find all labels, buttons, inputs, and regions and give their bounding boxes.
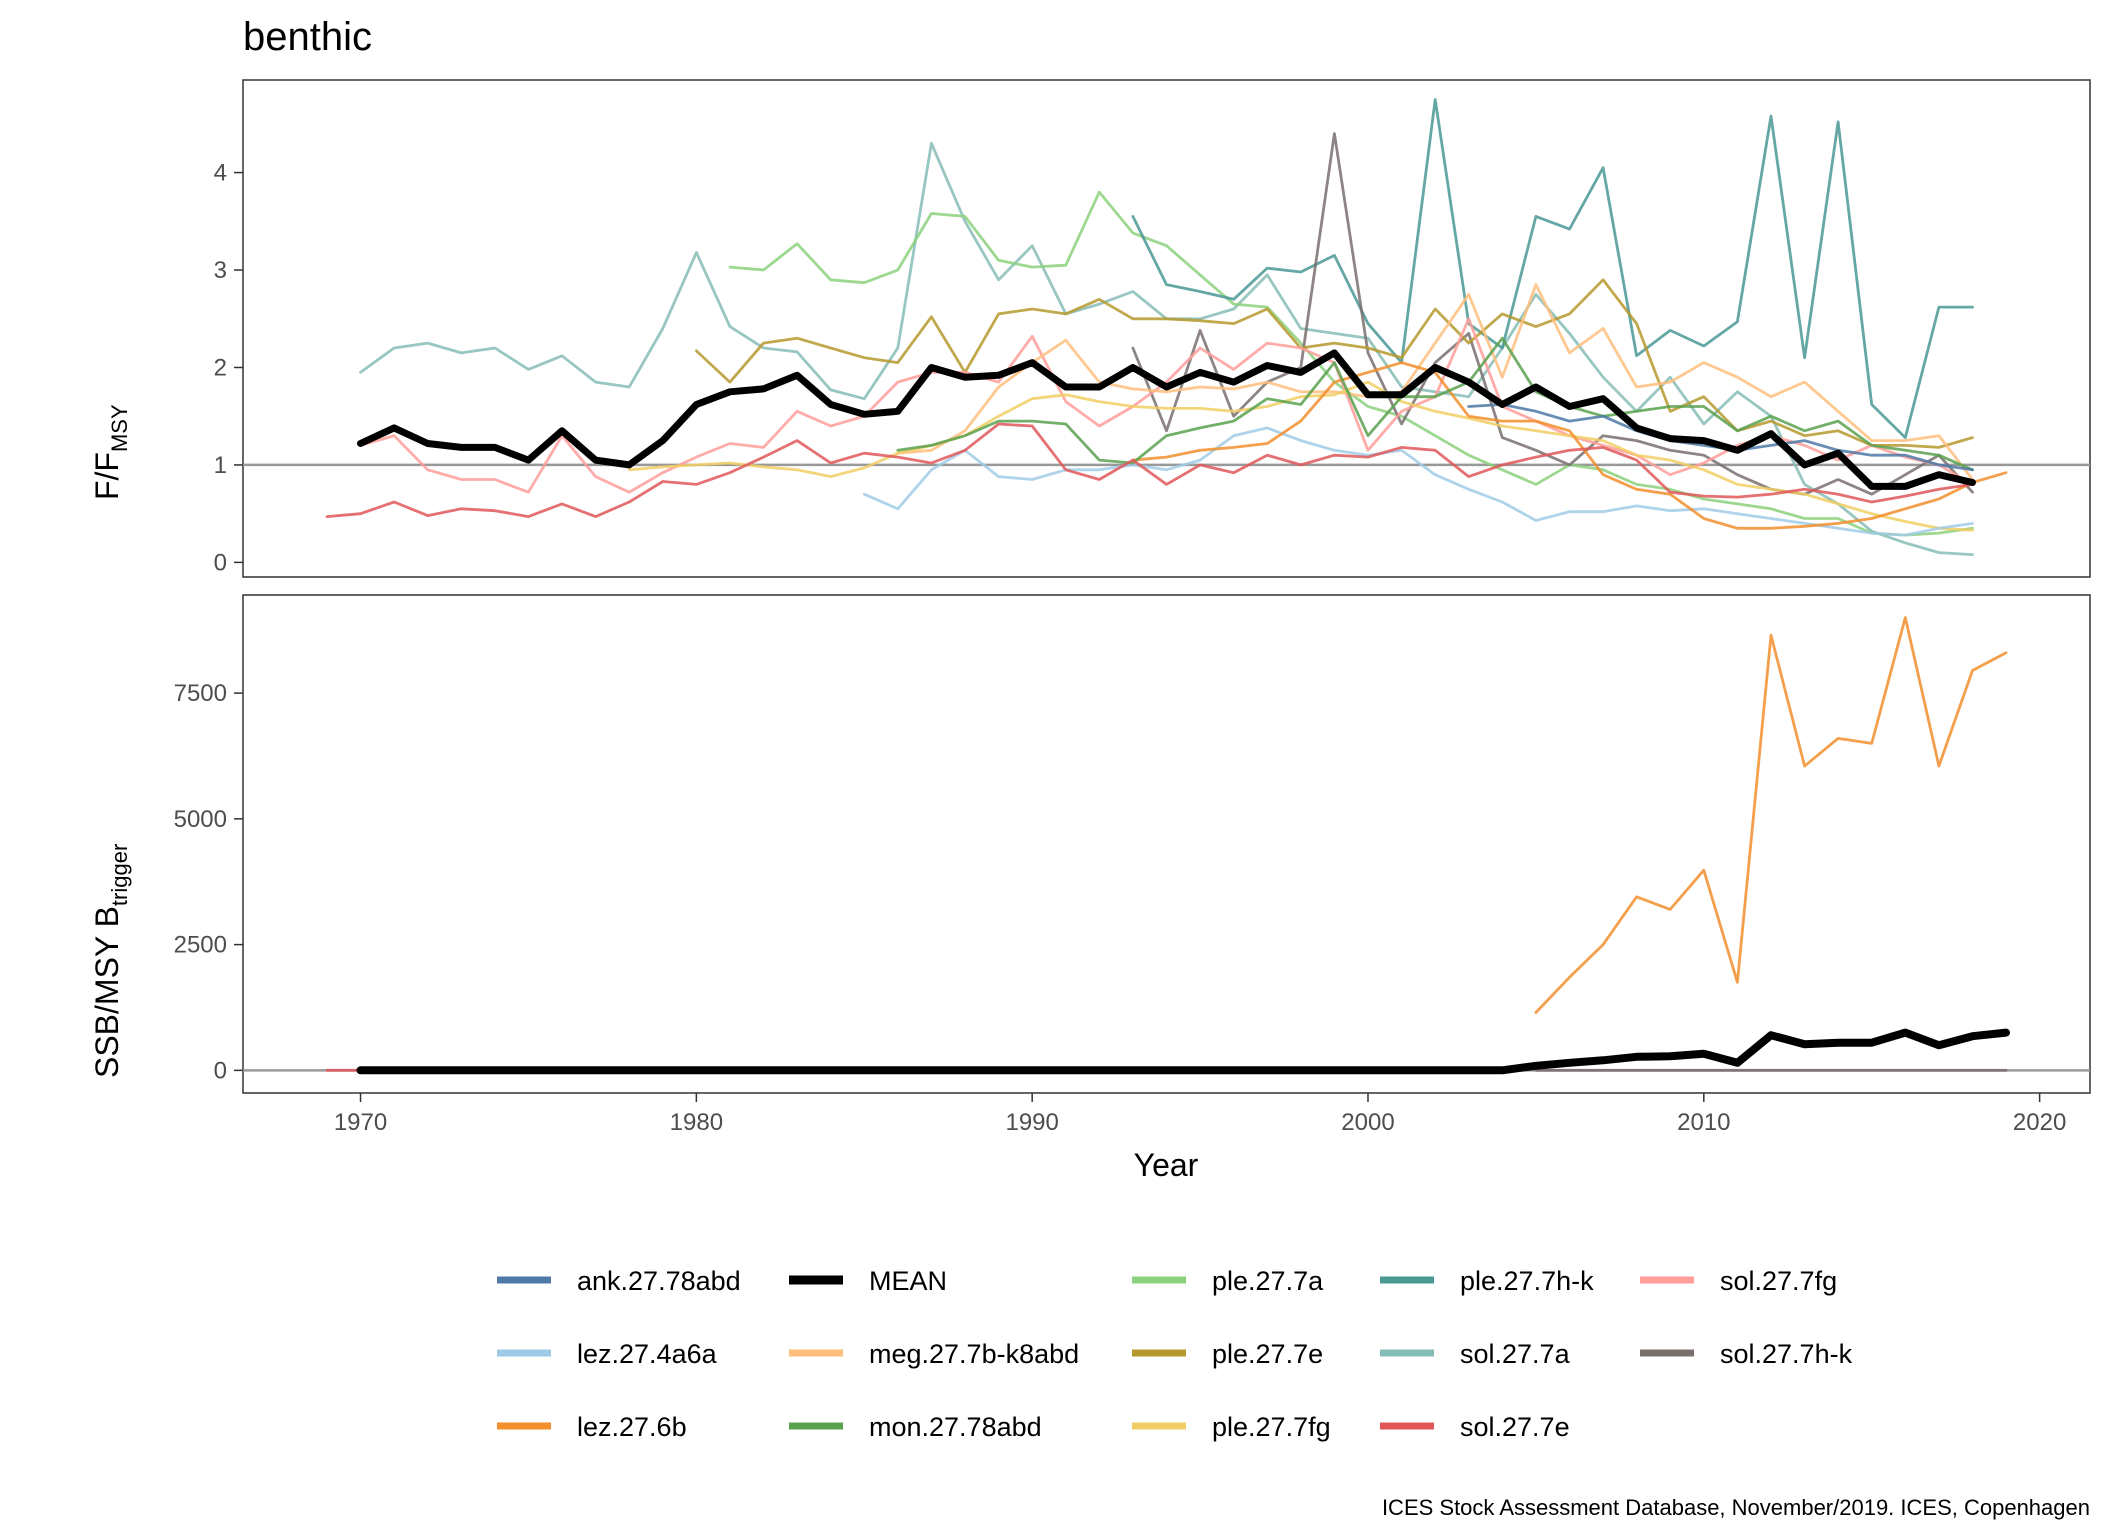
y-tick-label-fishing-3: 3 <box>214 257 227 284</box>
x-axis: 1970 1980 1990 2000 2010 2020 <box>334 1093 2066 1136</box>
series-line-fishing-sol-27-7h-k <box>1131 132 1974 496</box>
y-axis-title-biomass-main: SSB/MSY B <box>89 906 125 1078</box>
legend-label-sol-27-7e: sol.27.7e <box>1460 1412 1570 1442</box>
series-line-biomass-lez-27-6b <box>1534 616 2008 1014</box>
legend-label-sol-27-7a: sol.27.7a <box>1460 1339 1571 1369</box>
y-tick-label-fishing-2: 2 <box>214 354 227 381</box>
y-axis-title-biomass-subscript: trigger <box>107 844 132 906</box>
legend-label-ple-27-7e: ple.27.7e <box>1212 1339 1323 1369</box>
series-line-fishing-lez-27-6b <box>1131 361 2008 530</box>
y-tick-label-biomass-1: 2500 <box>174 932 227 959</box>
legend-label-sol-27-7h-k: sol.27.7h-k <box>1720 1339 1853 1369</box>
y-tick-label-fishing-0: 0 <box>214 549 227 576</box>
y-tick-label-biomass-3: 7500 <box>174 680 227 707</box>
x-tick-label-3: 2000 <box>1341 1109 1394 1136</box>
series-group-fishing <box>243 98 2090 556</box>
series-line-fishing-mean <box>357 349 1976 490</box>
legend-label-mean: MEAN <box>869 1266 947 1296</box>
legend-label-meg-27-7b-k8abd: meg.27.7b-k8abd <box>869 1339 1079 1369</box>
series-line-fishing-ple-27-7fg <box>627 380 1974 532</box>
series-line-fishing-lez-27-4a6a <box>862 426 1974 537</box>
y-tick-label-fishing-1: 1 <box>214 452 227 479</box>
y-tick-label-biomass-2: 5000 <box>174 806 227 833</box>
x-tick-label-1: 1980 <box>670 1109 723 1136</box>
chart-caption: ICES Stock Assessment Database, November… <box>1382 1495 2090 1520</box>
y-axis-title-fishing: F/FMSY <box>89 404 132 500</box>
series-line-fishing-ple-27-7h-k <box>1131 98 1974 440</box>
legend-label-ple-27-7fg: ple.27.7fg <box>1212 1412 1331 1442</box>
y-axis-biomass: 0 2500 5000 7500 <box>174 680 243 1084</box>
y-tick-label-fishing-4: 4 <box>214 160 227 187</box>
x-axis-title: Year <box>1134 1147 1199 1183</box>
panel-frame-fishing <box>242 79 2091 578</box>
y-axis-title-biomass: SSB/MSY Btrigger <box>89 844 132 1078</box>
legend-label-sol-27-7fg: sol.27.7fg <box>1720 1266 1837 1296</box>
y-tick-label-biomass-0: 0 <box>214 1057 227 1084</box>
legend-label-lez-27-6b: lez.27.6b <box>577 1412 687 1442</box>
x-tick-label-5: 2020 <box>2013 1109 2066 1136</box>
legend-label-lez-27-4a6a: lez.27.4a6a <box>577 1339 718 1369</box>
series-line-fishing-sol-27-7e <box>325 422 1974 518</box>
x-tick-label-4: 2010 <box>1677 1109 1730 1136</box>
legend-label-ple-27-7h-k: ple.27.7h-k <box>1460 1266 1594 1296</box>
legend-label-ank-27-78abd: ank.27.78abd <box>577 1266 741 1296</box>
series-line-fishing-ple-27-7e <box>695 278 1974 449</box>
x-tick-label-0: 1970 <box>334 1109 387 1136</box>
chart-title: benthic <box>243 15 372 59</box>
y-axis-title-fishing-main: F/F <box>89 452 125 500</box>
legend: ank.27.78abd lez.27.4a6a lez.27.6b MEAN meg.… <box>497 1266 1853 1442</box>
series-line-fishing-sol-27-7fg <box>359 317 1974 494</box>
y-axis-title-fishing-subscript: MSY <box>107 404 132 452</box>
panel-frame-biomass <box>242 594 2091 1094</box>
panel-spawning-biomass: 0 2500 5000 7500 SSB/MSY Btrigger <box>89 594 2091 1094</box>
x-tick-label-2: 1990 <box>1005 1109 1058 1136</box>
series-line-biomass-mean <box>356 1028 2010 1075</box>
legend-label-mon-27-78abd: mon.27.78abd <box>869 1412 1042 1442</box>
y-axis-fishing: 0 1 2 3 4 <box>214 160 243 576</box>
series-line-fishing-mon-27-78abd <box>896 336 1974 472</box>
panel-fishing-mortality: 0 1 2 3 4 F/FMSY <box>89 79 2091 578</box>
legend-label-ple-27-7a: ple.27.7a <box>1212 1266 1324 1296</box>
series-group-biomass <box>243 616 2090 1075</box>
series-line-fishing-meg-27-7b-k8abd <box>896 283 1974 481</box>
